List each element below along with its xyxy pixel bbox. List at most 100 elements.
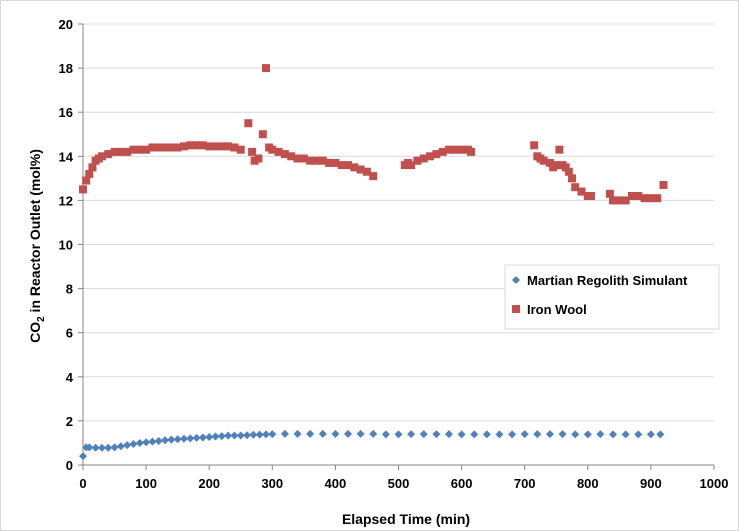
square-point-28 — [236, 145, 245, 154]
diamond-point-49 — [495, 430, 504, 439]
y-tick-label-0: 0 — [66, 458, 73, 473]
square-point-37 — [274, 147, 283, 156]
x-tick-label-600: 600 — [451, 476, 473, 491]
diamond-point-2 — [85, 443, 94, 452]
diamond-point-35 — [318, 429, 327, 438]
square-point-91 — [659, 180, 668, 189]
square-point-57 — [419, 154, 428, 163]
square-point-84 — [615, 196, 624, 205]
diamond-point-33 — [293, 429, 302, 438]
square-point-75 — [561, 163, 570, 172]
square-point-19 — [179, 142, 188, 151]
x-tick-label-1000: 1000 — [700, 476, 729, 491]
diamond-point-21 — [205, 432, 214, 441]
y-tick-label-14: 14 — [59, 149, 74, 164]
diamond-point-45 — [444, 430, 453, 439]
square-point-34 — [261, 64, 270, 73]
square-point-22 — [198, 141, 207, 150]
diamond-point-12 — [148, 437, 157, 446]
square-point-56 — [413, 156, 422, 165]
y-axis-title: CO2 in Reactor Outlet (mol%) — [27, 149, 47, 343]
diamond-point-10 — [135, 438, 144, 447]
legend-item-iron-wool: Iron Wool — [512, 302, 587, 317]
diamond-point-27 — [243, 431, 252, 440]
square-point-69 — [539, 156, 548, 165]
diamond-point-29 — [255, 430, 264, 439]
diamond-point-54 — [558, 430, 567, 439]
square-point-58 — [426, 152, 435, 161]
square-point-85 — [621, 196, 630, 205]
series-martian-regolith-simulant — [79, 429, 665, 461]
diamond-point-8 — [123, 441, 132, 450]
square-point-1 — [82, 176, 91, 185]
legend-box — [504, 264, 720, 330]
square-point-8 — [110, 147, 119, 156]
square-point-61 — [444, 145, 453, 154]
square-point-11 — [129, 145, 138, 154]
diamond-point-16 — [173, 435, 182, 444]
axes — [78, 23, 715, 470]
y-tick-label-20: 20 — [59, 17, 73, 32]
square-point-13 — [142, 145, 151, 154]
square-point-63 — [457, 145, 466, 154]
diamond-point-32 — [280, 429, 289, 438]
diamond-point-53 — [545, 430, 554, 439]
x-tick-label-900: 900 — [640, 476, 662, 491]
x-tick-label-700: 700 — [514, 476, 536, 491]
legend-item-martian-regolith-simulant: Martian Regolith Simulant — [512, 273, 688, 288]
diamond-point-14 — [161, 436, 170, 445]
square-point-6 — [97, 152, 106, 161]
y-tick-label-6: 6 — [66, 326, 73, 341]
square-point-29 — [244, 119, 253, 128]
square-point-59 — [432, 150, 441, 159]
square-point-16 — [161, 143, 170, 152]
square-point-43 — [312, 156, 321, 165]
diamond-point-26 — [236, 431, 245, 440]
diamond-point-51 — [520, 430, 529, 439]
x-tick-label-400: 400 — [325, 476, 347, 491]
square-point-41 — [299, 154, 308, 163]
diamond-point-19 — [192, 433, 201, 442]
square-point-79 — [577, 187, 586, 196]
legend-square-marker — [512, 305, 520, 313]
diamond-point-58 — [609, 430, 618, 439]
data-series — [79, 64, 668, 461]
square-point-45 — [325, 158, 334, 167]
diamond-point-43 — [419, 430, 428, 439]
diamond-point-36 — [331, 429, 340, 438]
legend-label-martian-regolith-simulant: Martian Regolith Simulant — [527, 273, 688, 288]
square-point-44 — [318, 156, 327, 165]
square-point-33 — [258, 130, 267, 139]
diamond-point-11 — [142, 438, 151, 447]
x-tick-label-500: 500 — [388, 476, 410, 491]
x-tick-label-800: 800 — [577, 476, 599, 491]
square-point-32 — [254, 154, 263, 163]
x-tick-label-0: 0 — [79, 476, 86, 491]
y-axis-title-main: CO — [27, 322, 43, 343]
y-tick-label-18: 18 — [59, 61, 73, 76]
y-tick-label-16: 16 — [59, 105, 73, 120]
diamond-point-57 — [596, 430, 605, 439]
series-iron-wool — [79, 64, 668, 205]
diamond-point-52 — [533, 430, 542, 439]
diamond-point-46 — [457, 430, 466, 439]
x-tick-label-200: 200 — [198, 476, 220, 491]
diamond-point-61 — [646, 430, 655, 439]
square-point-2 — [85, 169, 94, 178]
diamond-point-31 — [268, 430, 277, 439]
y-tick-label-4: 4 — [66, 370, 74, 385]
diamond-point-23 — [217, 432, 226, 441]
square-point-81 — [586, 191, 595, 200]
square-point-86 — [627, 191, 636, 200]
square-point-9 — [116, 147, 125, 156]
square-point-10 — [123, 147, 132, 156]
square-point-0 — [79, 185, 87, 194]
diamond-point-22 — [211, 432, 220, 441]
square-point-89 — [646, 194, 655, 203]
square-point-38 — [280, 150, 289, 159]
diamond-point-42 — [407, 430, 416, 439]
diamond-point-5 — [104, 443, 113, 452]
diamond-point-28 — [249, 430, 258, 439]
